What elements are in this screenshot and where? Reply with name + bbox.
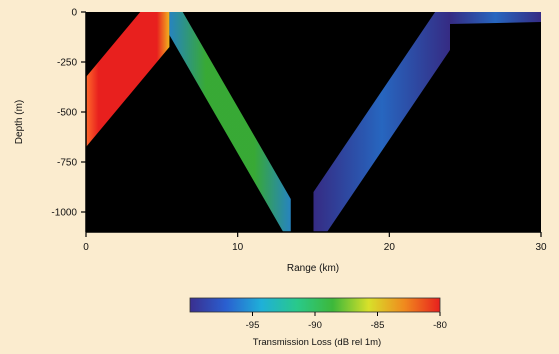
field-band: [313, 12, 450, 232]
colorbar-tick-label: -85: [371, 320, 385, 331]
field-band: [86, 12, 170, 147]
x-tick-label: 0: [83, 242, 89, 253]
x-axis: 0 10 20 30 Range (km): [83, 231, 547, 274]
colorbar-ramp: [189, 297, 441, 313]
x-axis-label: Range (km): [287, 263, 339, 274]
colorbar-tick-label: -80: [433, 320, 447, 331]
y-tick-label: -750: [57, 158, 77, 169]
y-tick-label: -1000: [51, 208, 77, 219]
y-tick-label: 0: [71, 8, 77, 19]
colorbar-tick-label: -90: [308, 320, 322, 331]
field-band: [169, 12, 291, 232]
y-axis-label: Depth (m): [14, 100, 25, 144]
colorbar: -95 -90 -85 -80 Transmission Loss (dB rel 1…: [189, 297, 447, 348]
x-tick-label: 10: [232, 242, 244, 253]
x-tick-label: 20: [384, 242, 396, 253]
y-tick-label: -250: [57, 58, 77, 69]
y-tick-label: -500: [57, 108, 77, 119]
y-axis: 0 -250 -500 -750 -1000 Depth (m): [14, 8, 87, 232]
x-tick-label: 30: [535, 242, 547, 253]
field-band: [450, 12, 541, 24]
colorbar-label: Transmission Loss (dB rel 1m): [253, 337, 381, 348]
field-bands: [86, 12, 541, 232]
colorbar-tick-label: -95: [246, 320, 260, 331]
